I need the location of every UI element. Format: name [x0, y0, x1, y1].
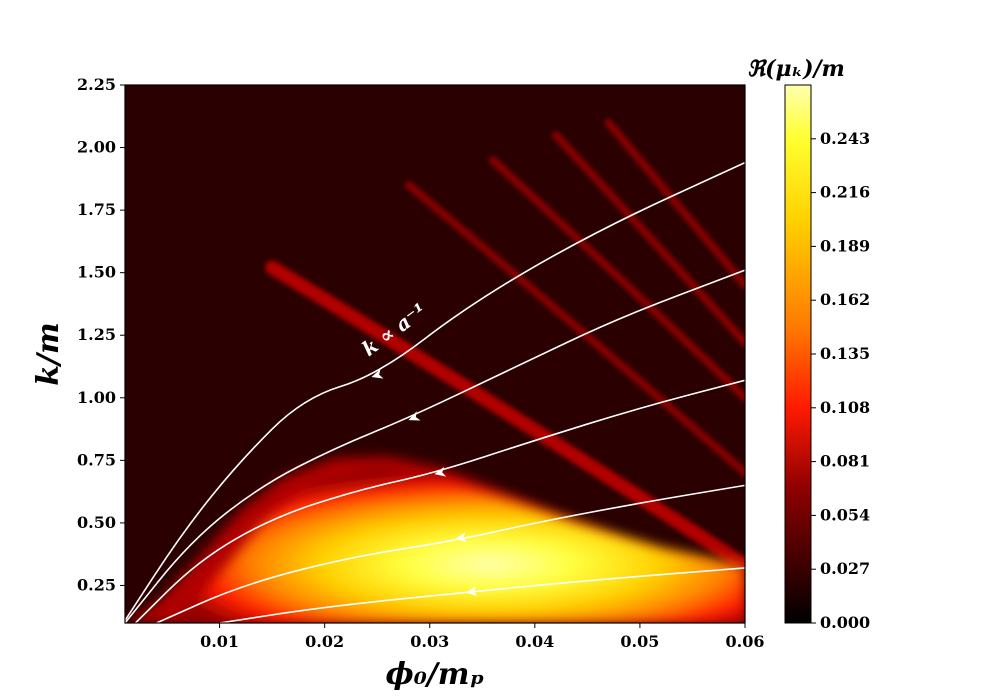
- colorbar-tick-label: 0.108: [820, 398, 870, 417]
- y-tick-label: 2.25: [77, 75, 116, 94]
- flow-line-1: [125, 161, 745, 621]
- colorbar-title: ℜ(μₖ)/m: [747, 56, 845, 82]
- instability-bands: [265, 118, 745, 573]
- flow-line-5: [219, 567, 745, 623]
- x-tick-label: 0.01: [200, 632, 239, 651]
- y-tick-label: 0.50: [77, 513, 116, 532]
- instability-band-5: [551, 131, 745, 347]
- flow-arrow-icon: [465, 586, 478, 597]
- colorbar-tick-label: 0.189: [820, 236, 870, 255]
- y-tick-label: 0.75: [77, 450, 116, 469]
- flow-lines: [125, 161, 745, 623]
- x-axis-ticks: 0.01 0.02 0.03 0.04 0.05 0.06: [200, 623, 764, 651]
- y-tick-label: 1.25: [77, 325, 116, 344]
- colorbar: 0.000 0.027 0.054 0.081 0.108 0.135 0.162 0.189…: [747, 56, 870, 632]
- flow-line-2: [125, 269, 745, 623]
- x-tick-label: 0.03: [410, 632, 449, 651]
- y-tick-label: 1.00: [77, 388, 116, 407]
- x-tick-label: 0.04: [515, 632, 554, 651]
- plot-area: k ∝ a⁻¹: [125, 85, 745, 623]
- flow-arrow-icon: [434, 466, 447, 477]
- flow-arrow-icon: [455, 532, 467, 543]
- y-axis-ticks: 0.25 0.50 0.75 1.00 1.25 1.50 1.75 2.00 2.25: [77, 75, 125, 594]
- y-tick-label: 1.75: [77, 200, 116, 219]
- flow-arrow-icon: [371, 369, 384, 379]
- colorbar-tick-label: 0.162: [820, 290, 870, 309]
- instability-band-3: [404, 181, 745, 477]
- colorbar-tick-label: 0.054: [820, 505, 870, 524]
- instability-band-2: [265, 260, 745, 573]
- main-region-core: [177, 467, 745, 623]
- y-tick-label: 1.50: [77, 263, 116, 282]
- x-tick-label: 0.02: [305, 632, 344, 651]
- colorbar-tick-label: 0.081: [820, 452, 870, 471]
- colorbar-tick-label: 0.027: [820, 559, 870, 578]
- colorbar-tick-label: 0.216: [820, 183, 870, 202]
- x-tick-label: 0.06: [726, 632, 765, 651]
- colorbar-gradient: [784, 84, 812, 624]
- plot-frame: [124, 84, 746, 624]
- flow-arrow-icon: [408, 411, 421, 421]
- flow-line-3: [134, 379, 745, 623]
- x-axis-label: ϕ₀/mₚ: [385, 657, 484, 692]
- y-tick-label: 2.00: [77, 138, 116, 157]
- x-tick-label: 0.05: [620, 632, 659, 651]
- y-tick-label: 0.25: [77, 575, 116, 594]
- colorbar-tick-label: 0.135: [820, 344, 870, 363]
- y-axis-label: k/m: [31, 322, 66, 386]
- instability-band-4: [488, 156, 745, 402]
- flow-line-4: [156, 484, 745, 623]
- main-instability-region: [125, 456, 745, 623]
- colorbar-tick-label: 0.243: [820, 129, 870, 148]
- colorbar-tick-label: 0.000: [820, 613, 870, 632]
- colorbar-ticks: 0.000 0.027 0.054 0.081 0.108 0.135 0.162 0.189…: [811, 129, 870, 632]
- instability-band-6: [604, 118, 745, 290]
